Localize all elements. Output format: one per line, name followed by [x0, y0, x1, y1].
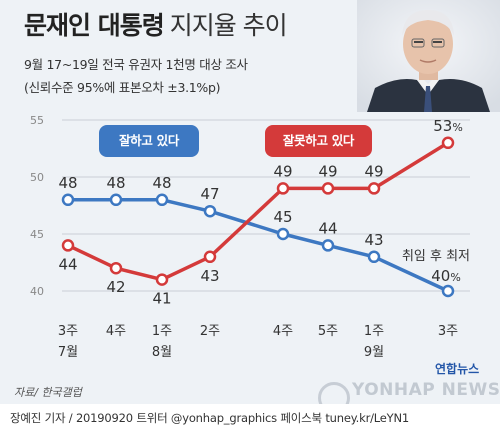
y-tick-label: 40 — [30, 285, 44, 298]
data-label: 53% — [433, 117, 463, 135]
data-point — [109, 193, 123, 207]
data-label: 48 — [106, 174, 125, 192]
x-tick-label: 1주 — [364, 324, 384, 339]
gridlines — [62, 119, 470, 292]
data-labels: 48 44 48 42 48 41 47 43 45 49 44 49 43 49 40% 53% — [58, 117, 462, 308]
legend-disapprove: 잘못하고 있다 — [265, 125, 372, 157]
x-axis-tick-labels: 3주 7월 4주 1주 8월 2주 4주 5주 1주 9월 3주 — [58, 324, 458, 360]
page-title: 문재인 대통령 지지율 추이 — [24, 6, 288, 42]
data-label: 48 — [152, 174, 171, 192]
credit-line: 장예진 기자 / 20190920 트위터 @yonhap_graphics 페… — [10, 411, 410, 425]
data-label: 43 — [364, 231, 383, 249]
legend-approve: 잘하고 있다 — [99, 125, 199, 157]
series-lines — [67, 141, 449, 293]
data-point — [367, 182, 381, 195]
data-label: 43 — [200, 267, 219, 285]
survey-confidence: (신뢰수준 95%에 표본오차 ±3.1%p) — [24, 80, 221, 95]
data-point — [155, 193, 169, 207]
data-point — [203, 204, 217, 218]
x-tick-label: 8월 — [152, 345, 172, 360]
x-tick-label: 4주 — [106, 324, 126, 339]
annotations: 취임 후 최저 — [402, 249, 470, 264]
x-tick-label: 3주 — [438, 324, 458, 339]
yonhap-logo: 연합뉴스 — [435, 362, 480, 376]
data-point — [441, 284, 455, 298]
data-label-suffix: % — [452, 121, 462, 134]
data-label: 49 — [318, 162, 337, 180]
series-line — [67, 141, 449, 282]
president-portrait — [357, 0, 500, 112]
x-tick-label: 1주 — [152, 324, 172, 339]
x-tick-label: 3주 — [58, 324, 78, 339]
data-label: 40% — [431, 267, 461, 285]
watermark-text: YONHAP NEWS — [352, 380, 500, 400]
data-label: 42 — [106, 278, 125, 296]
x-tick-label: 5주 — [318, 324, 338, 339]
data-point — [61, 239, 75, 252]
data-point — [109, 261, 123, 275]
data-point — [276, 182, 290, 195]
data-point — [203, 250, 217, 264]
data-point — [61, 193, 75, 207]
survey-period: 9월 17~19일 전국 유권자 1천명 대상 조사 — [24, 57, 248, 72]
data-point — [367, 250, 381, 264]
footer-bar: 장예진 기자 / 20190920 트위터 @yonhap_graphics 페… — [0, 404, 500, 431]
data-label: 48 — [58, 174, 77, 192]
title-light: 지지율 추이 — [169, 11, 288, 40]
data-points — [61, 136, 455, 298]
legend-disapprove-label: 잘못하고 있다 — [282, 133, 355, 148]
source-note: 자료/ 한국갤럽 — [14, 386, 82, 399]
x-tick-label: 7월 — [58, 345, 78, 360]
data-label: 44 — [318, 219, 337, 237]
x-tick-label: 2주 — [200, 324, 220, 339]
data-label: 49 — [273, 162, 292, 180]
data-label: 44 — [58, 255, 77, 273]
y-tick-label: 50 — [30, 171, 44, 184]
data-point — [276, 227, 290, 241]
data-label: 41 — [152, 290, 171, 308]
data-label: 49 — [364, 162, 383, 180]
title-bold: 문재인 대통령 — [24, 11, 165, 40]
data-point — [321, 182, 335, 195]
x-tick-label: 4주 — [273, 324, 293, 339]
y-axis-tick-labels: 40 45 50 55 — [30, 114, 44, 298]
legend-approve-label: 잘하고 있다 — [118, 133, 180, 148]
annotation-lowest: 취임 후 최저 — [402, 249, 470, 264]
data-label: 45 — [273, 208, 292, 226]
data-point — [441, 136, 455, 150]
data-point — [321, 239, 335, 252]
data-point — [155, 273, 169, 286]
y-tick-label: 55 — [30, 114, 44, 127]
x-tick-label: 9월 — [364, 345, 384, 360]
y-tick-label: 45 — [30, 228, 44, 241]
data-label: 47 — [200, 185, 219, 203]
data-label-suffix: % — [450, 271, 460, 284]
